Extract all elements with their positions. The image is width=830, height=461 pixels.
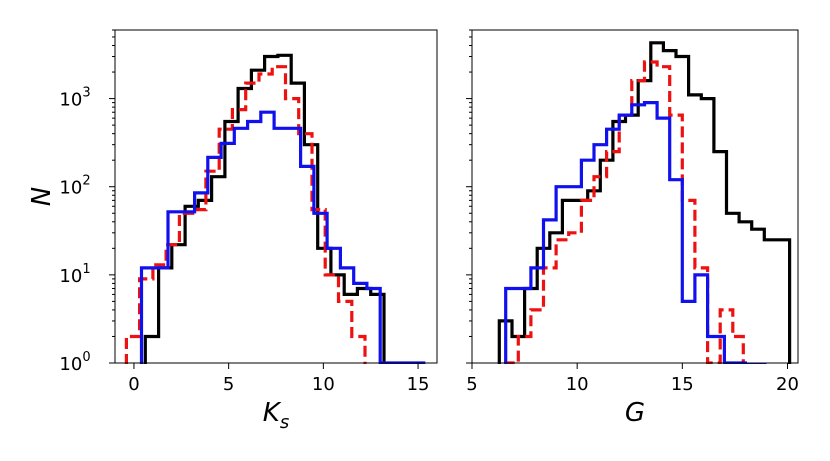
x-tick-label: 20: [776, 374, 799, 395]
series-1-step-line: [124, 65, 367, 364]
x-axis-label: G: [625, 398, 645, 428]
series-0-step-line: [143, 53, 386, 364]
x-axis-label: Ks: [263, 398, 289, 433]
x-tick-label: 5: [466, 374, 477, 395]
panel-ks: 0 5 10 15 100 101 102 103 Ks N: [27, 29, 438, 433]
y-axis-label: N: [27, 187, 57, 206]
y-tick-label: 103: [59, 86, 90, 111]
series-0-step-line: [497, 41, 792, 364]
x-tick-label: 15: [671, 374, 694, 395]
panel-g: 5 10 15 20 G: [466, 29, 799, 428]
x-tick-label: 15: [407, 374, 430, 395]
y-tick-label: 101: [59, 262, 90, 287]
series-group: [124, 53, 426, 364]
x-tick-label: 0: [128, 374, 139, 395]
y-tick-label: 102: [59, 174, 90, 199]
x-tick-label: 10: [312, 374, 335, 395]
series-2-step-line: [504, 101, 767, 364]
axes-frame: [471, 29, 799, 364]
y-tick-label: 100: [59, 350, 90, 375]
series-group: [497, 41, 792, 364]
axes-frame: [114, 29, 438, 364]
x-tick-label: 5: [223, 374, 234, 395]
x-tick-label: 10: [566, 374, 589, 395]
series-2-step-line: [139, 110, 426, 364]
